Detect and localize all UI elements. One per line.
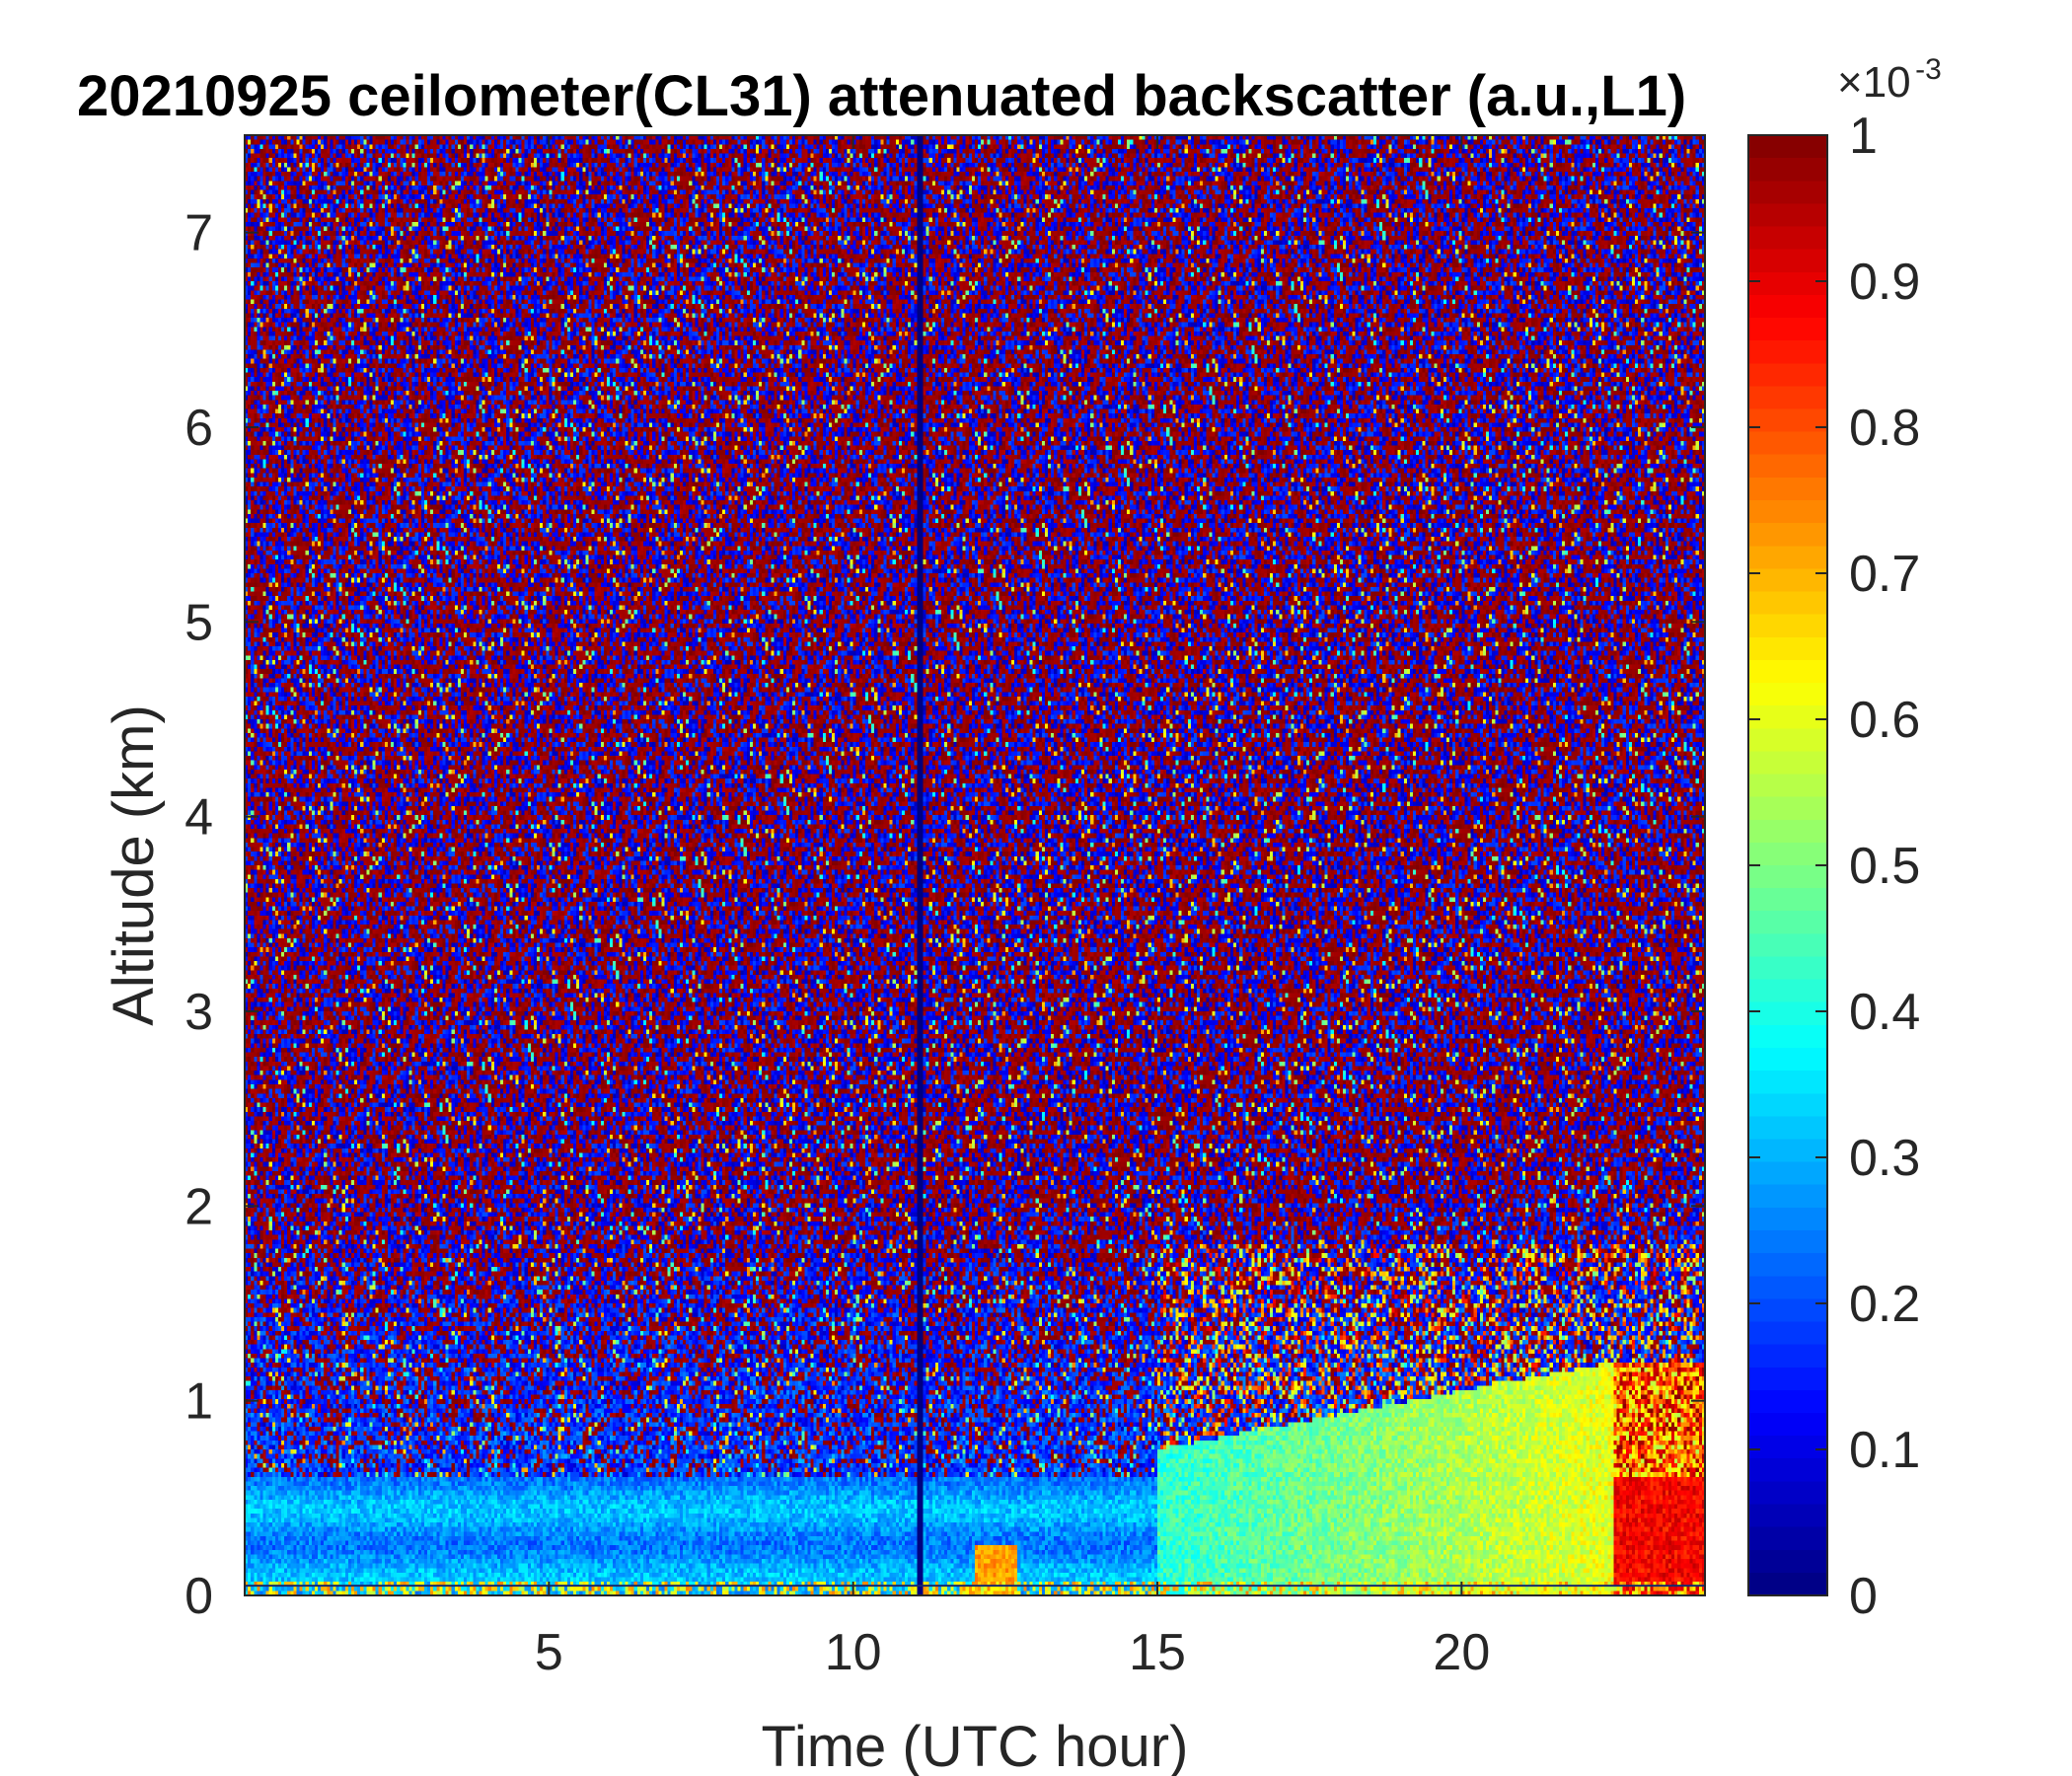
colorbar-multiplier-base: ×10: [1837, 58, 1911, 107]
plot-frame: [244, 134, 1706, 1596]
colorbar-tick-label: 0.6: [1849, 692, 1920, 749]
y-tick-label: 5: [185, 594, 213, 651]
y-axis: 0 1 2 3 4 5 6 7: [185, 205, 1705, 1625]
y-tick-label: 4: [185, 789, 213, 847]
y-tick-label: 0: [185, 1568, 213, 1625]
colorbar-ticks: 0 0.1 0.2 0.3 0.4 0.5 0.6 0.7 0.8 0.9 1: [1748, 108, 1920, 1625]
colorbar-multiplier: ×10 -3: [1837, 53, 1942, 107]
x-axis: 5 10 15 20: [535, 135, 1490, 1681]
colorbar-tick-label: 0: [1849, 1568, 1878, 1625]
colorbar-tick-label: 0.1: [1849, 1422, 1920, 1479]
colorbar-tick-label: 0.4: [1849, 984, 1920, 1041]
colorbar-tick-label: 0.2: [1849, 1276, 1920, 1333]
colorbar-tick-label: 1: [1849, 108, 1878, 165]
x-tick-label: 15: [1129, 1624, 1186, 1681]
backscatter-heatmap: [245, 135, 1705, 1595]
y-tick-label: 3: [185, 984, 213, 1041]
colorbar-gradient: [1747, 134, 1828, 1596]
x-tick-label: 10: [825, 1624, 882, 1681]
y-axis-label: Altitude (km): [102, 704, 166, 1026]
x-axis-label: Time (UTC hour): [762, 1715, 1189, 1776]
x-tick-label: 20: [1433, 1624, 1490, 1681]
chart-title: 20210925 ceilometer(CL31) attenuated bac…: [77, 64, 1686, 128]
colorbar-multiplier-exponent: -3: [1915, 53, 1942, 86]
colorbar-tick-label: 0.3: [1849, 1130, 1920, 1187]
plot-area: [244, 134, 1706, 1596]
colorbar-tick-label: 0.8: [1849, 400, 1920, 457]
x-tick-label: 5: [535, 1624, 563, 1681]
colorbar-tick-label: 0.5: [1849, 838, 1920, 895]
y-tick-label: 2: [185, 1178, 213, 1235]
colorbar-tick-label: 0.9: [1849, 254, 1920, 311]
y-tick-label: 1: [185, 1373, 213, 1431]
y-tick-label: 7: [185, 205, 213, 262]
colorbar-tick-label: 0.7: [1849, 546, 1920, 603]
y-tick-label: 6: [185, 400, 213, 457]
colorbar: 0 0.1 0.2 0.3 0.4 0.5 0.6 0.7 0.8 0.9 1 ×10 -3: [1747, 53, 1942, 1625]
